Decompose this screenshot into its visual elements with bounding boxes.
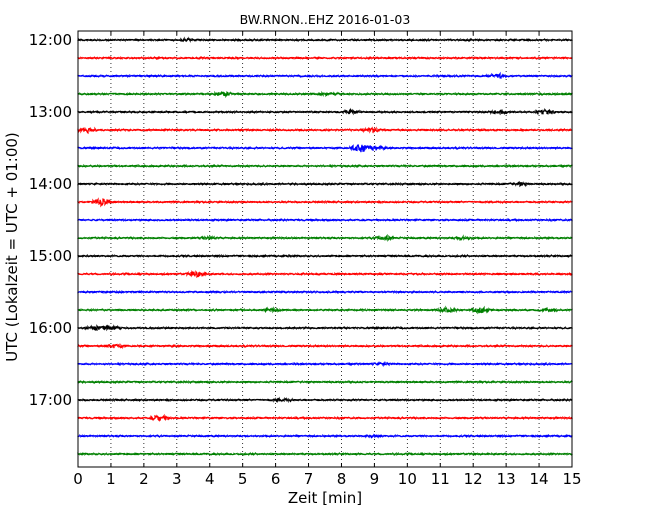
seismic-trace <box>77 361 573 368</box>
x-tick-label: 4 <box>205 470 215 488</box>
seismic-trace <box>77 71 573 79</box>
x-tick-label: 9 <box>370 470 380 488</box>
y-tick-label: 15:00 <box>29 247 72 265</box>
plot-frame <box>77 30 573 468</box>
x-tick-label: 0 <box>73 470 83 488</box>
y-tick-label: 12:00 <box>29 31 72 49</box>
seismic-trace <box>77 217 573 223</box>
seismic-trace <box>77 451 573 457</box>
y-tick-label: 13:00 <box>29 103 72 121</box>
x-tick-label: 8 <box>337 470 347 488</box>
x-tick-label: 7 <box>304 470 314 488</box>
seismic-trace <box>77 343 573 350</box>
x-axis-ticks: 0 1 2 3 4 5 6 7 8 9 10 11 12 13 14 15 <box>73 31 582 488</box>
seismic-trace <box>77 180 573 188</box>
y-axis-ticks: 12:00 13:00 14:00 15:00 16:00 17:00 <box>29 31 572 409</box>
seismic-trace <box>77 270 573 279</box>
x-axis-label: Zeit [min] <box>288 489 362 507</box>
seismic-trace <box>77 107 573 116</box>
trace-group <box>77 36 573 457</box>
seismic-trace <box>77 36 573 43</box>
seismic-trace <box>77 305 573 315</box>
x-tick-label: 3 <box>172 470 182 488</box>
seismic-trace <box>77 126 573 135</box>
x-tick-label: 5 <box>238 470 248 488</box>
seismic-trace <box>77 289 573 295</box>
x-tick-label: 6 <box>271 470 281 488</box>
seismic-trace <box>77 324 573 332</box>
seismic-trace <box>77 197 573 208</box>
seismic-trace <box>77 55 573 61</box>
y-tick-label: 16:00 <box>29 319 72 337</box>
chart-title: BW.RNON..EHZ 2016-01-03 <box>240 12 411 27</box>
seismic-trace <box>77 233 573 242</box>
x-tick-label: 12 <box>464 470 483 488</box>
grid-lines <box>110 31 540 467</box>
seismic-trace <box>77 433 573 439</box>
seismic-trace <box>77 144 573 153</box>
x-tick-label: 10 <box>398 470 417 488</box>
seismic-trace <box>77 413 573 422</box>
x-tick-label: 13 <box>497 470 516 488</box>
seismic-trace <box>77 396 573 404</box>
y-tick-label: 17:00 <box>29 391 72 409</box>
x-tick-label: 15 <box>562 470 581 488</box>
y-tick-label: 14:00 <box>29 175 72 193</box>
x-tick-label: 14 <box>530 470 549 488</box>
seismic-trace <box>77 379 573 385</box>
x-tick-label: 1 <box>106 470 116 488</box>
seismic-trace <box>77 90 573 99</box>
seismic-trace <box>77 163 573 169</box>
x-tick-label: 11 <box>431 470 450 488</box>
seismic-trace <box>77 253 573 259</box>
x-tick-label: 2 <box>139 470 149 488</box>
y-axis-label: UTC (Lokalzeit = UTC + 01:00) <box>3 132 21 362</box>
